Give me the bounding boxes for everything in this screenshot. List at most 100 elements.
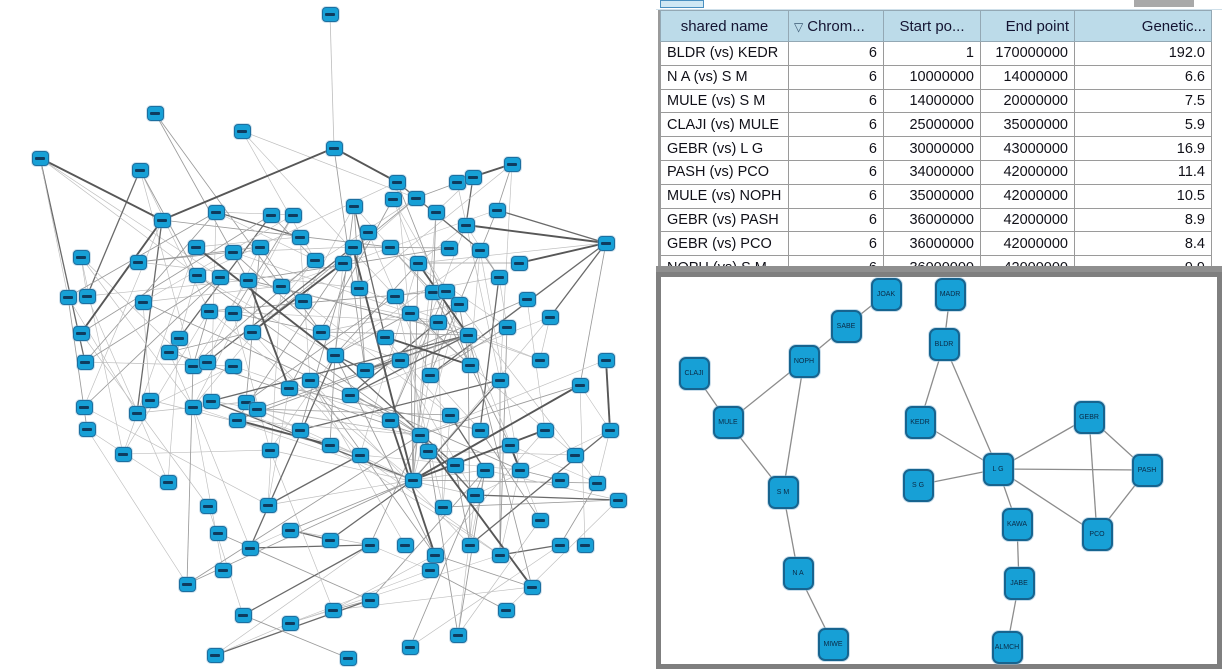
node-s-g[interactable]: S G	[902, 468, 934, 502]
network-node[interactable]	[325, 140, 343, 156]
network-node[interactable]	[214, 562, 232, 578]
network-node[interactable]	[448, 174, 466, 190]
table-row[interactable]: GEBR (vs) PASH 6 36000000 42000000 8.9	[660, 207, 1212, 233]
network-node[interactable]	[233, 123, 251, 139]
network-node[interactable]	[381, 412, 399, 428]
network-node[interactable]	[498, 319, 516, 335]
network-node[interactable]	[131, 162, 149, 178]
network-node[interactable]	[243, 324, 261, 340]
network-node[interactable]	[536, 422, 554, 438]
network-node[interactable]	[376, 329, 394, 345]
column-header-1[interactable]: ▽ Chrom...	[788, 10, 884, 42]
network-node[interactable]	[202, 393, 220, 409]
network-node[interactable]	[321, 6, 339, 22]
filter-icon[interactable]: ▽	[794, 19, 804, 34]
network-node[interactable]	[187, 239, 205, 255]
node-pash[interactable]: PASH	[1131, 453, 1163, 487]
network-node[interactable]	[321, 532, 339, 548]
network-node[interactable]	[72, 325, 90, 341]
network-node[interactable]	[344, 239, 362, 255]
network-node[interactable]	[511, 462, 529, 478]
table-row[interactable]: MULE (vs) NOPH 6 35000000 42000000 10.5	[660, 183, 1212, 209]
network-node[interactable]	[294, 293, 312, 309]
network-node[interactable]	[510, 255, 528, 271]
network-node[interactable]	[571, 377, 589, 393]
network-node[interactable]	[491, 372, 509, 388]
network-node[interactable]	[404, 472, 422, 488]
column-header-2[interactable]: Start po...	[883, 10, 981, 42]
network-node[interactable]	[239, 272, 257, 288]
node-almch[interactable]: ALMCH	[991, 630, 1023, 664]
network-node[interactable]	[72, 249, 90, 265]
network-node[interactable]	[129, 254, 147, 270]
node-joak[interactable]: JOAK	[870, 277, 902, 311]
network-node[interactable]	[78, 288, 96, 304]
network-node[interactable]	[459, 327, 477, 343]
network-node[interactable]	[350, 280, 368, 296]
network-node[interactable]	[259, 497, 277, 513]
network-node[interactable]	[401, 639, 419, 655]
network-node[interactable]	[419, 443, 437, 459]
network-node[interactable]	[411, 427, 429, 443]
network-node[interactable]	[178, 576, 196, 592]
network-node[interactable]	[241, 540, 259, 556]
network-node[interactable]	[198, 354, 216, 370]
network-node[interactable]	[291, 229, 309, 245]
network-node[interactable]	[209, 525, 227, 541]
network-node[interactable]	[199, 498, 217, 514]
network-node[interactable]	[207, 204, 225, 220]
network-node[interactable]	[356, 362, 374, 378]
network-node[interactable]	[291, 422, 309, 438]
network-node[interactable]	[518, 291, 536, 307]
node-l-g[interactable]: L G	[982, 452, 1014, 486]
scrollbar-fragment-right[interactable]	[1134, 0, 1194, 7]
network-node[interactable]	[551, 472, 569, 488]
network-node[interactable]	[449, 627, 467, 643]
network-node[interactable]	[206, 647, 224, 663]
network-node[interactable]	[471, 422, 489, 438]
network-node[interactable]	[248, 401, 266, 417]
network-node[interactable]	[597, 352, 615, 368]
network-node[interactable]	[251, 239, 269, 255]
network-node[interactable]	[306, 252, 324, 268]
network-node[interactable]	[59, 289, 77, 305]
network-node[interactable]	[312, 324, 330, 340]
network-node[interactable]	[339, 650, 357, 666]
table-row[interactable]: GEBR (vs) L G 6 30000000 43000000 16.9	[660, 136, 1212, 161]
network-node[interactable]	[75, 399, 93, 415]
table-row[interactable]: BLDR (vs) KEDR 6 1 170000000 192.0	[660, 41, 1212, 66]
network-node[interactable]	[146, 105, 164, 121]
network-node[interactable]	[359, 224, 377, 240]
network-node[interactable]	[301, 372, 319, 388]
network-node[interactable]	[576, 537, 594, 553]
network-node[interactable]	[234, 607, 252, 623]
column-header-4[interactable]: Genetic...	[1074, 10, 1212, 42]
node-s-m[interactable]: S M	[767, 475, 799, 509]
detail-network-panel[interactable]: JOAK MADR SABE NOPH CLAJI BLDR MULE KEDR GEBR L G…	[656, 272, 1222, 669]
network-node[interactable]	[429, 314, 447, 330]
network-node[interactable]	[224, 305, 242, 321]
node-gebr[interactable]: GEBR	[1073, 400, 1105, 434]
overview-network-panel[interactable]	[0, 0, 656, 669]
table-row[interactable]: N A (vs) S M 6 10000000 14000000 6.6	[660, 64, 1212, 90]
network-node[interactable]	[421, 562, 439, 578]
table-row[interactable]: GEBR (vs) PCO 6 36000000 42000000 8.4	[660, 231, 1212, 257]
node-claji[interactable]: CLAJI	[678, 356, 710, 390]
network-node[interactable]	[497, 602, 515, 618]
network-node[interactable]	[461, 357, 479, 373]
node-n-a[interactable]: N A	[782, 556, 814, 590]
network-node[interactable]	[159, 474, 177, 490]
network-node[interactable]	[476, 462, 494, 478]
network-node[interactable]	[284, 207, 302, 223]
node-noph[interactable]: NOPH	[788, 344, 820, 378]
network-node[interactable]	[440, 240, 458, 256]
network-node[interactable]	[427, 204, 445, 220]
network-node[interactable]	[141, 392, 159, 408]
network-node[interactable]	[324, 602, 342, 618]
network-node[interactable]	[601, 422, 619, 438]
network-node[interactable]	[597, 235, 615, 251]
network-node[interactable]	[488, 202, 506, 218]
network-node[interactable]	[566, 447, 584, 463]
network-node[interactable]	[421, 367, 439, 383]
network-node[interactable]	[160, 344, 178, 360]
